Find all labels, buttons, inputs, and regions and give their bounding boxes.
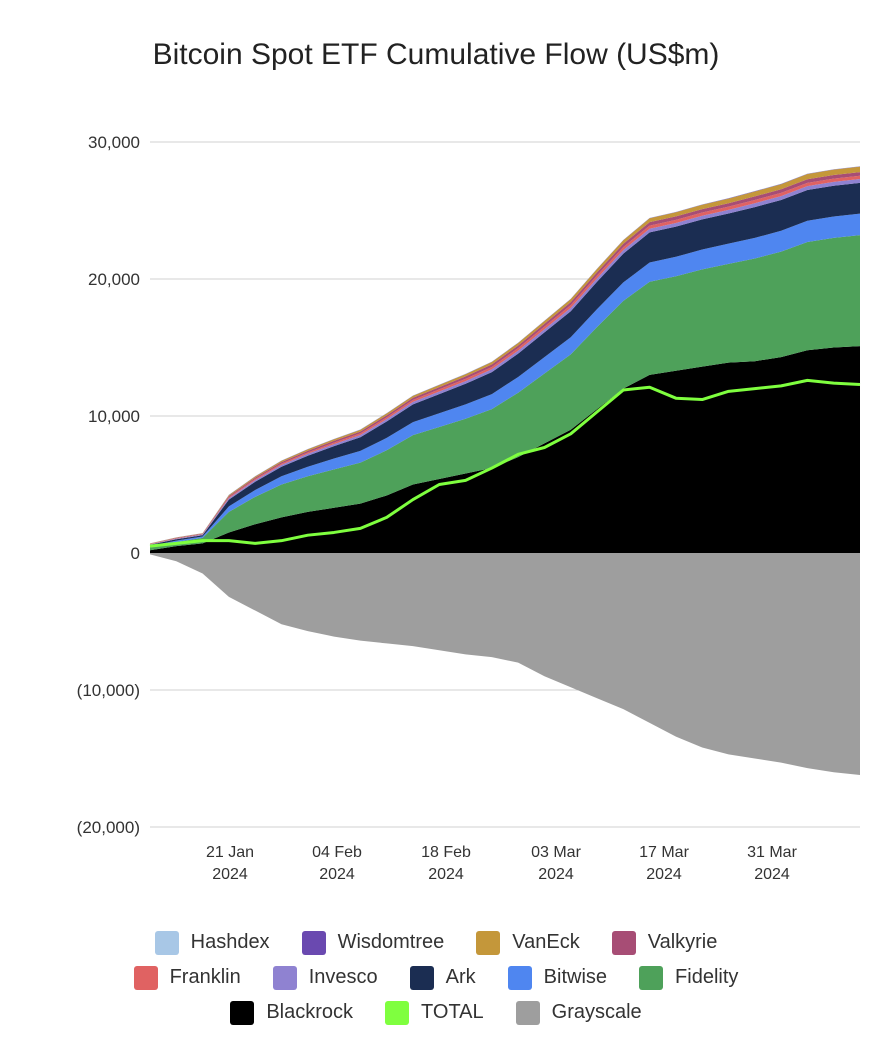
total-line-layer	[149, 378, 861, 548]
legend-label: TOTAL	[421, 1001, 484, 1023]
legend-item-total: TOTAL	[385, 1000, 484, 1025]
legend-label: Valkyrie	[647, 931, 718, 953]
legend-label: Fidelity	[675, 966, 739, 988]
x-tick-label: 31 Mar	[747, 844, 797, 861]
legend-item-fidelity: Fidelity	[639, 965, 739, 990]
x-tick-year: 2024	[538, 866, 574, 883]
legend-swatch	[507, 965, 532, 990]
legend-swatch	[385, 1000, 410, 1025]
x-tick-label: 04 Feb	[312, 844, 362, 861]
legend-label: Franklin	[169, 966, 241, 988]
legend-item-blackrock: Blackrock	[230, 1000, 354, 1025]
legend-swatch	[409, 965, 434, 990]
y-tick-label: 30,000	[88, 133, 140, 152]
axis-labels: 30,000 20,000 10,000 0 (10,000) (20,000) 21 Ja…	[77, 133, 798, 883]
legend-label: Wisdomtree	[337, 931, 445, 953]
stacked-areas	[150, 166, 860, 775]
legend-swatch	[301, 930, 326, 955]
x-tick-year: 2024	[319, 866, 355, 883]
legend-label: Bitwise	[543, 966, 608, 988]
x-tick-label: 18 Feb	[421, 844, 471, 861]
legend-item-franklin: Franklin	[133, 965, 241, 990]
area-bitwise	[150, 213, 860, 548]
legend-label: Ark	[445, 966, 476, 988]
area-grayscale	[150, 553, 860, 775]
legend-swatch	[272, 965, 297, 990]
legend-swatch	[611, 930, 636, 955]
area-fidelity	[150, 235, 860, 551]
y-tick-label: 0	[131, 544, 140, 563]
legend-item-invesco: Invesco	[272, 965, 378, 990]
total-line	[149, 378, 861, 548]
legend-item-valkyrie: Valkyrie	[611, 930, 718, 955]
legend-swatch	[515, 1000, 540, 1025]
legend-label: Hashdex	[190, 931, 270, 953]
legend-row: Franklin Invesco Ark Bitwise Fidelity	[0, 960, 872, 995]
legend-item-bitwise: Bitwise	[507, 965, 608, 990]
x-tick-year: 2024	[212, 866, 248, 883]
legend-item-grayscale: Grayscale	[515, 1000, 642, 1025]
legend-item-hashdex: Hashdex	[154, 930, 270, 955]
legend-item-vaneck: VanEck	[476, 930, 580, 955]
legend-label: VanEck	[512, 931, 580, 953]
x-tick-year: 2024	[646, 866, 682, 883]
y-tick-label: (20,000)	[77, 818, 140, 837]
legend-item-ark: Ark	[409, 965, 476, 990]
legend-label: Blackrock	[266, 1001, 354, 1023]
legend-label: Grayscale	[551, 1001, 642, 1023]
legend: Hashdex Wisdomtree VanEck Valkyrie Franklin I…	[0, 925, 872, 1030]
legend-swatch	[476, 930, 501, 955]
x-tick-label: 17 Mar	[639, 844, 689, 861]
x-tick-label: 21 Jan	[206, 844, 254, 861]
legend-swatch	[133, 965, 158, 990]
legend-swatch	[639, 965, 664, 990]
x-tick-year: 2024	[754, 866, 790, 883]
legend-item-wisdomtree: Wisdomtree	[301, 930, 445, 955]
legend-swatch	[154, 930, 179, 955]
x-tick-year: 2024	[428, 866, 464, 883]
chart-plot: 30,000 20,000 10,000 0 (10,000) (20,000) 21 Ja…	[77, 133, 861, 883]
legend-label: Invesco	[308, 966, 378, 988]
legend-swatch	[230, 1000, 255, 1025]
legend-row: Hashdex Wisdomtree VanEck Valkyrie	[0, 925, 872, 960]
chart-title: Bitcoin Spot ETF Cumulative Flow (US$m)	[152, 38, 720, 71]
y-tick-label: 10,000	[88, 407, 140, 426]
area-invesco	[150, 178, 860, 545]
x-tick-label: 03 Mar	[531, 844, 581, 861]
legend-row: Blackrock TOTAL Grayscale	[0, 995, 872, 1030]
area-ark	[150, 182, 860, 547]
y-tick-label: (10,000)	[77, 681, 140, 700]
y-tick-label: 20,000	[88, 270, 140, 289]
